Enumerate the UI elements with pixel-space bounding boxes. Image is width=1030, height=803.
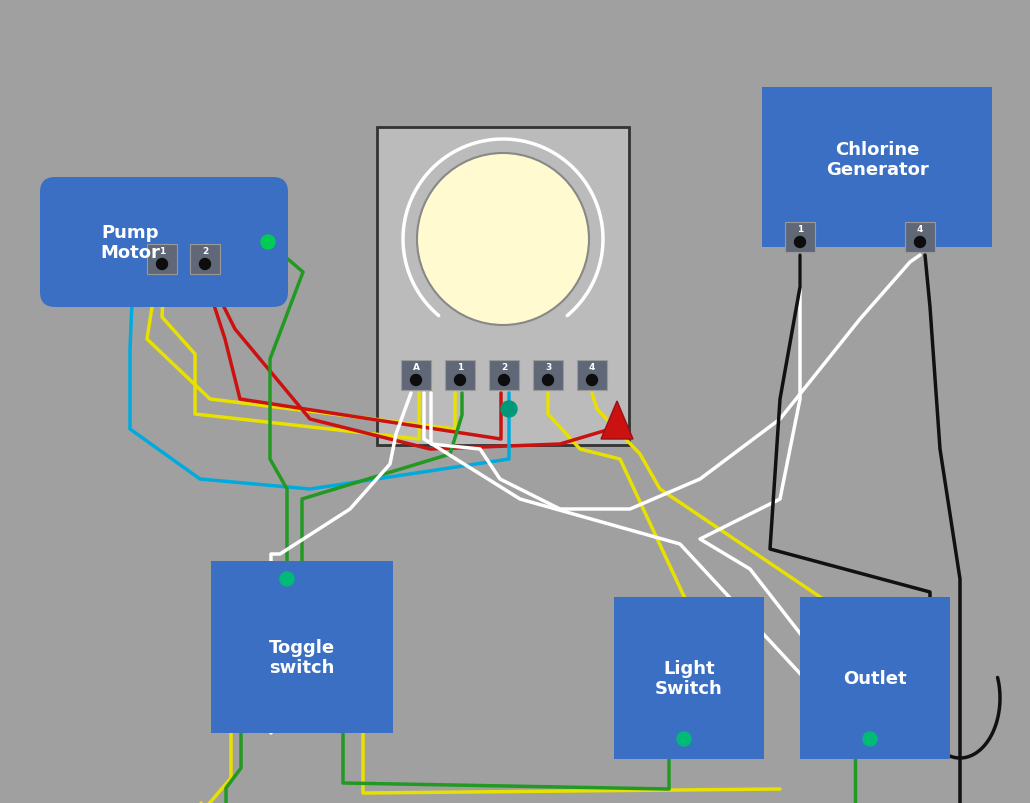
FancyBboxPatch shape <box>800 597 950 759</box>
FancyBboxPatch shape <box>533 361 563 390</box>
Circle shape <box>543 375 553 386</box>
Text: 1: 1 <box>797 225 803 234</box>
FancyBboxPatch shape <box>614 597 764 759</box>
Circle shape <box>499 375 510 386</box>
Circle shape <box>677 732 691 746</box>
FancyBboxPatch shape <box>905 222 935 253</box>
Circle shape <box>261 236 275 250</box>
Text: Pump
Motor: Pump Motor <box>100 223 160 262</box>
Circle shape <box>200 259 210 270</box>
Text: 1: 1 <box>159 247 165 256</box>
Circle shape <box>915 237 926 248</box>
FancyBboxPatch shape <box>577 361 607 390</box>
Circle shape <box>586 375 597 386</box>
FancyBboxPatch shape <box>377 128 629 446</box>
FancyBboxPatch shape <box>489 361 519 390</box>
Text: 4: 4 <box>917 225 923 234</box>
Text: 2: 2 <box>501 363 507 372</box>
Circle shape <box>417 154 589 325</box>
Circle shape <box>157 259 168 270</box>
Circle shape <box>863 732 877 746</box>
Circle shape <box>411 375 421 386</box>
Text: 3: 3 <box>545 363 551 372</box>
FancyBboxPatch shape <box>762 88 992 247</box>
Circle shape <box>794 237 805 248</box>
Text: Outlet: Outlet <box>844 669 906 687</box>
Text: 2: 2 <box>202 247 208 256</box>
Circle shape <box>454 375 466 386</box>
FancyBboxPatch shape <box>445 361 475 390</box>
Text: A: A <box>412 363 419 372</box>
Text: Chlorine
Generator: Chlorine Generator <box>826 141 928 179</box>
Circle shape <box>280 573 294 586</box>
FancyBboxPatch shape <box>211 561 393 733</box>
Text: 4: 4 <box>589 363 595 372</box>
Circle shape <box>501 402 517 418</box>
Text: Light
Switch: Light Switch <box>655 658 723 698</box>
Text: Toggle
switch: Toggle switch <box>269 638 335 677</box>
FancyBboxPatch shape <box>401 361 431 390</box>
Text: 1: 1 <box>457 363 464 372</box>
FancyBboxPatch shape <box>40 177 288 308</box>
FancyBboxPatch shape <box>785 222 815 253</box>
FancyBboxPatch shape <box>147 245 177 275</box>
FancyBboxPatch shape <box>190 245 220 275</box>
Polygon shape <box>600 402 633 439</box>
